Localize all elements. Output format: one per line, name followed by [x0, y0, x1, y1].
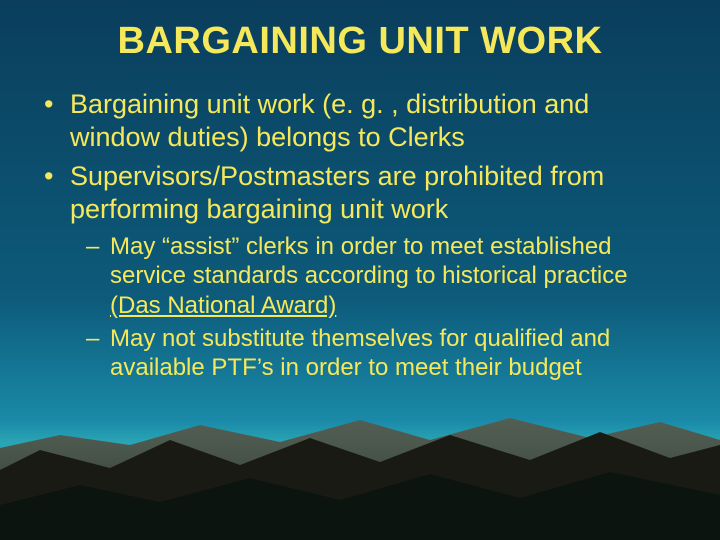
slide-title: BARGAINING UNIT WORK [0, 0, 720, 64]
slide-content: BARGAINING UNIT WORK Bargaining unit wor… [0, 0, 720, 540]
slide-body: Bargaining unit work (e. g. , distributi… [0, 64, 720, 382]
bullet-list-level1: Bargaining unit work (e. g. , distributi… [42, 88, 678, 382]
bullet-list-level2: May “assist” clerks in order to meet est… [70, 232, 678, 382]
sub-bullet-text: May not substitute themselves for qualif… [110, 325, 610, 381]
bullet-item: Supervisors/Postmasters are prohibited f… [42, 160, 678, 382]
presentation-slide: BARGAINING UNIT WORK Bargaining unit wor… [0, 0, 720, 540]
bullet-item: Bargaining unit work (e. g. , distributi… [42, 88, 678, 154]
bullet-text: Bargaining unit work (e. g. , distributi… [70, 89, 589, 152]
sub-bullet-text: May “assist” clerks in order to meet est… [110, 233, 628, 289]
sub-bullet-item: May “assist” clerks in order to meet est… [70, 232, 678, 320]
reference-link[interactable]: (Das National Award) [110, 292, 336, 319]
bullet-text: Supervisors/Postmasters are prohibited f… [70, 161, 604, 224]
sub-bullet-item: May not substitute themselves for qualif… [70, 324, 678, 383]
